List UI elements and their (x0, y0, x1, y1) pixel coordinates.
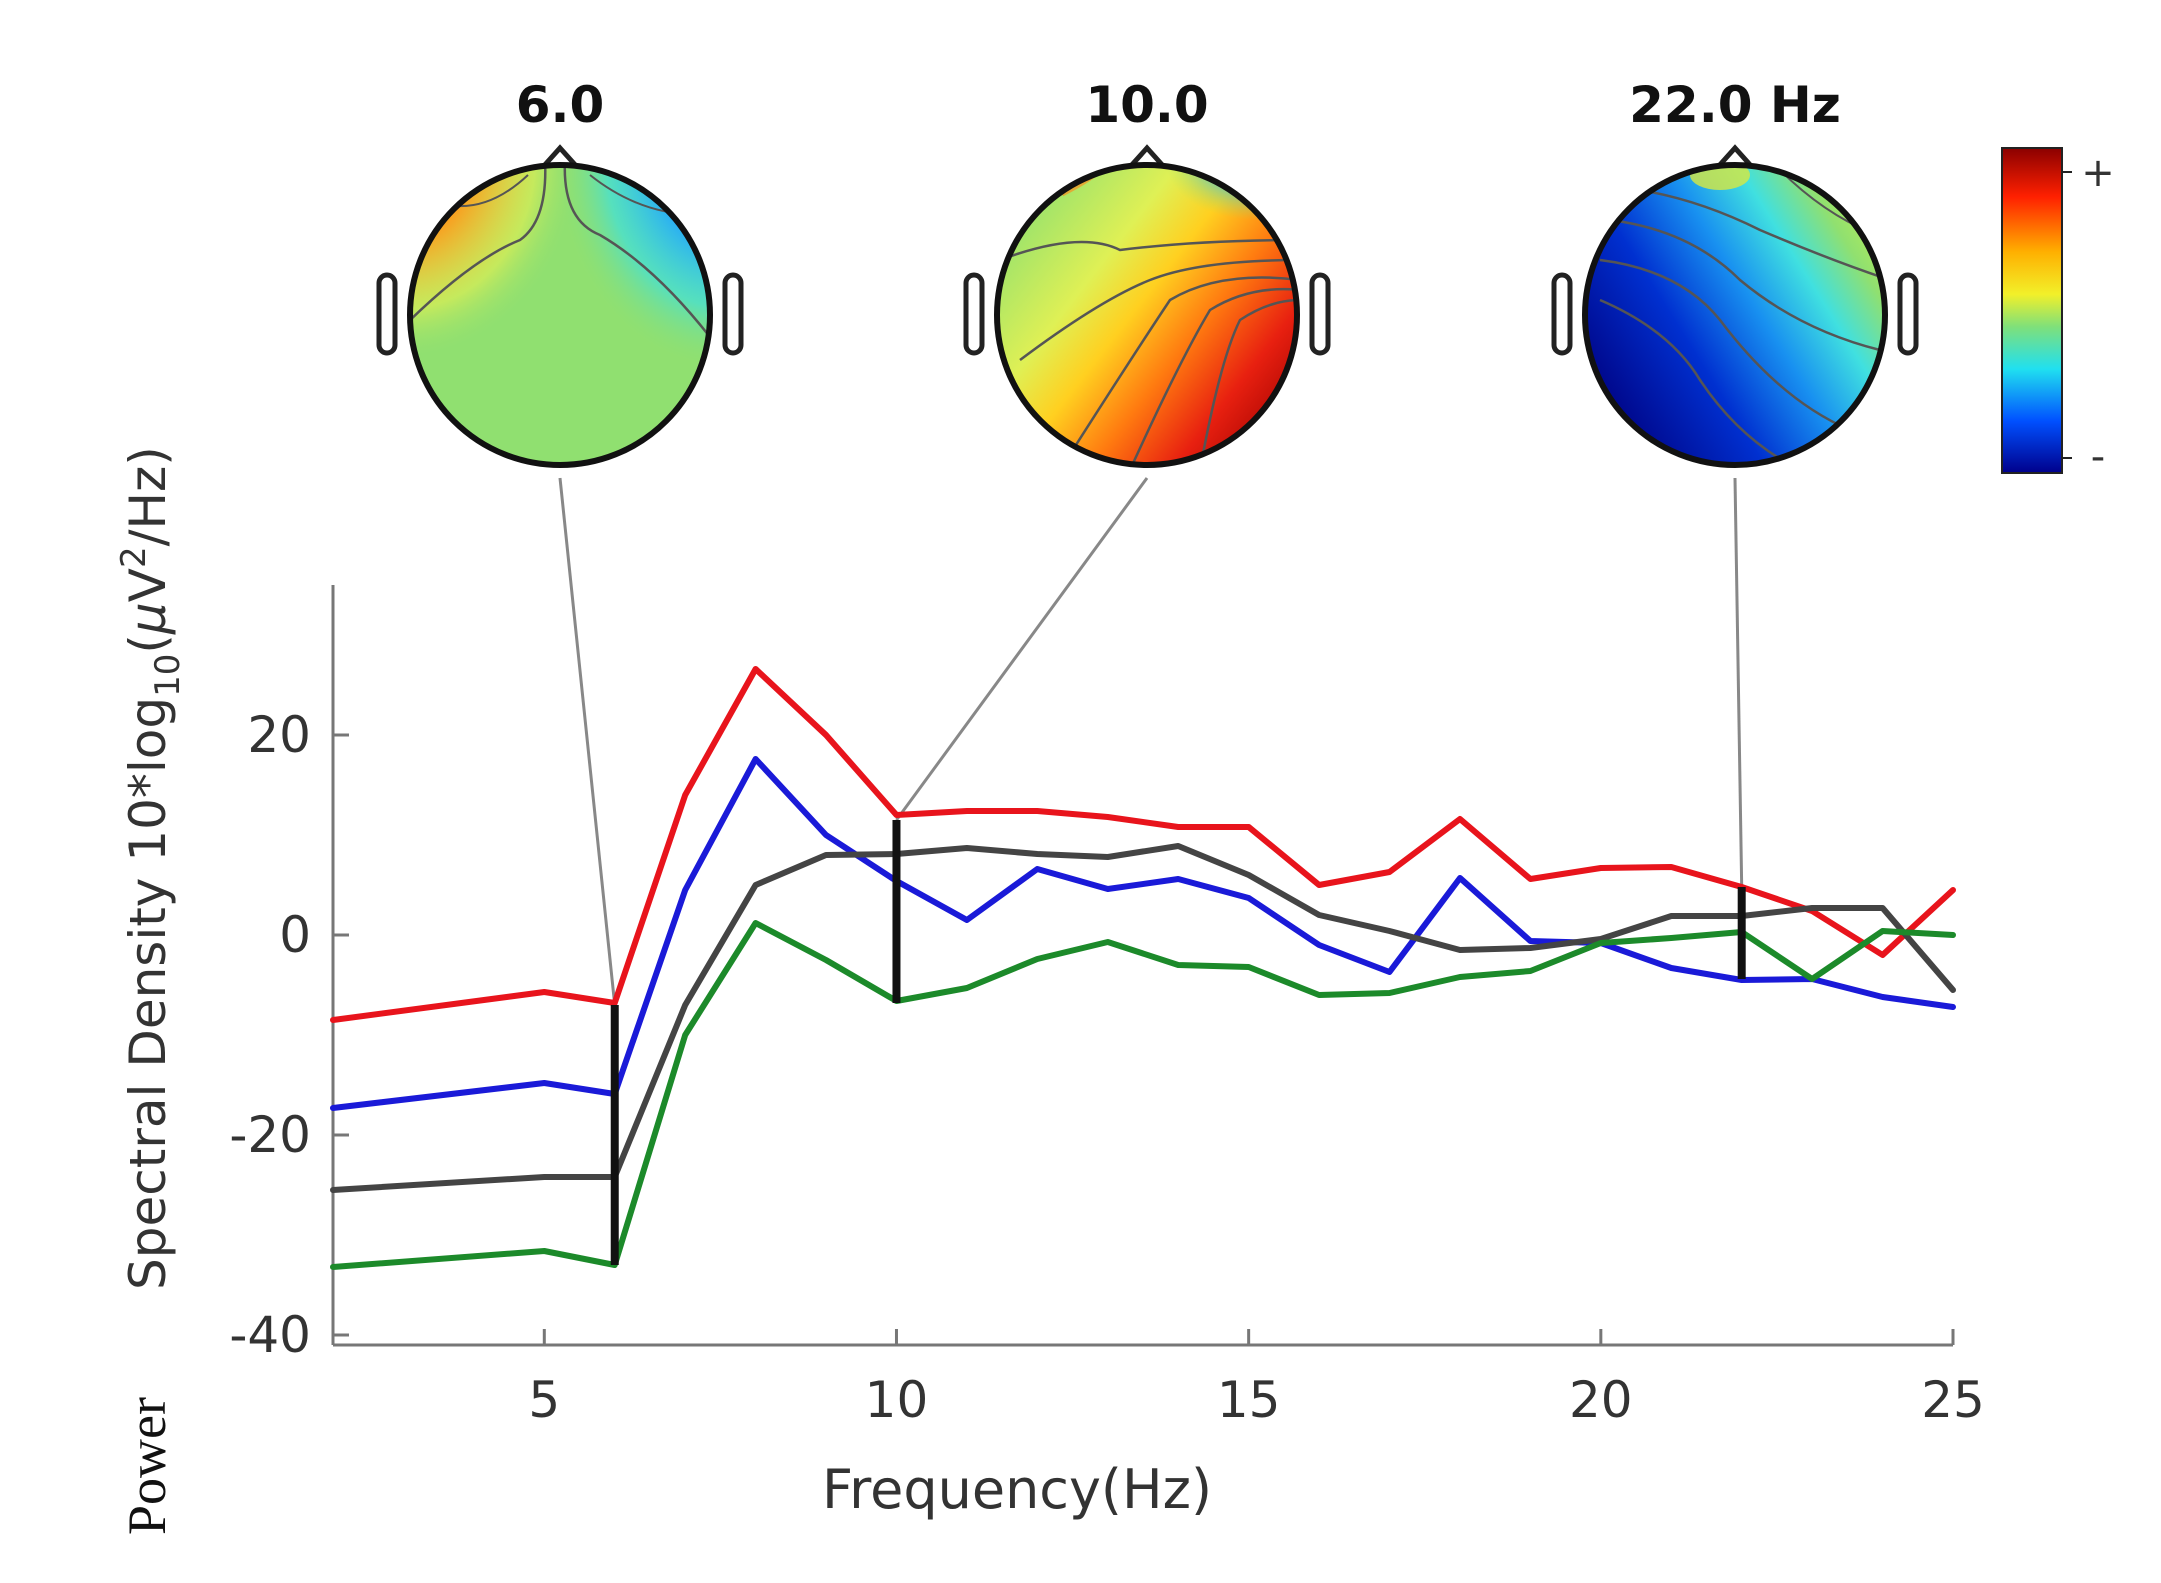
head-nose (1715, 144, 1755, 170)
head-nose (1127, 144, 1167, 170)
colorbar: + - (2001, 147, 2115, 480)
frequency-markers (610, 820, 1746, 1265)
head-right-ear (722, 272, 744, 356)
x-axis-ticks: 5 10 15 20 25 (528, 1329, 1985, 1429)
x-tick-label: 10 (865, 1371, 929, 1429)
series-lines (330, 666, 1956, 1270)
series-line-red (330, 666, 1956, 1023)
topomap-label-22hz: 22.0 Hz (1629, 76, 1841, 134)
y-tick-label: -40 (229, 1306, 311, 1364)
head-left-ear (963, 272, 985, 356)
topomap-leader-lines (558, 477, 1744, 1006)
head-left-ear (1551, 272, 1573, 356)
topomap-label-6hz: 6.0 (516, 76, 605, 134)
topomap-label-10hz: 10.0 (1085, 76, 1208, 134)
y-tick-label: 0 (279, 906, 311, 964)
y-axis-label: Power (117, 1397, 177, 1535)
plot-axes (331, 585, 1953, 1347)
leader-line (895, 477, 1149, 821)
head-right-ear (1897, 272, 1919, 356)
y-axis-label-prefix: Power (117, 1397, 177, 1535)
y-axis-label-main: Spectral Density 10*log10(μV2/Hz) (114, 446, 188, 1290)
topomap-22hz: 22.0 Hz (1551, 76, 1919, 468)
head-outline (1582, 162, 1888, 468)
x-tick-label: 25 (1921, 1371, 1985, 1429)
series-line-green (330, 920, 1956, 1270)
head-nose (540, 144, 580, 170)
head-outline (407, 162, 713, 468)
x-axis-label: Frequency(Hz) (822, 1458, 1212, 1521)
y-tick-label: -20 (229, 1106, 311, 1164)
leader-line (558, 477, 617, 1006)
y-axis-ticks: 20 0 -20 -40 (229, 706, 349, 1364)
leader-line (1733, 477, 1744, 888)
series-line-black (330, 843, 1956, 1193)
x-tick-label: 15 (1217, 1371, 1281, 1429)
topomap-6hz: 6.0 (376, 76, 744, 468)
y-tick-label: 20 (247, 706, 311, 764)
colorbar-gradient (2001, 147, 2063, 474)
colorbar-minus-label: - (2091, 434, 2105, 480)
x-tick-label: 5 (528, 1371, 560, 1429)
head-right-ear (1309, 272, 1331, 356)
topomap-10hz: 10.0 (963, 76, 1331, 468)
series-line-blue (330, 756, 1956, 1111)
colorbar-plus-label: + (2081, 150, 2115, 196)
x-tick-label: 20 (1569, 1371, 1633, 1429)
head-outline (994, 162, 1300, 468)
head-left-ear (376, 272, 398, 356)
